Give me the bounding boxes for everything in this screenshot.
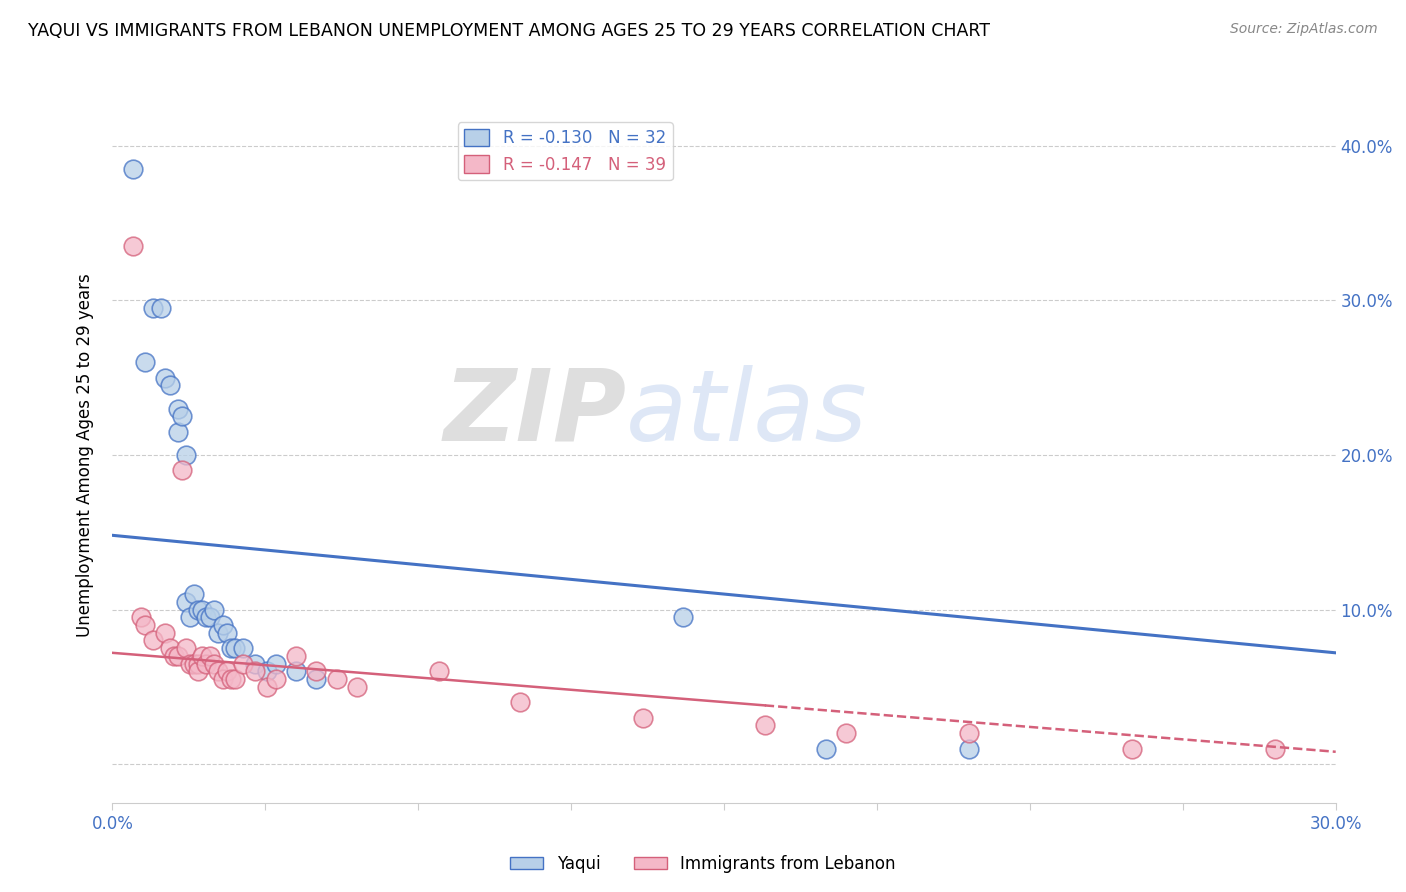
Point: [159, 378, 181, 392]
Point: [215, 625, 238, 640]
Point: [142, 301, 165, 315]
Point: [207, 665, 229, 679]
Point: [183, 587, 205, 601]
Point: [179, 610, 201, 624]
Point: [204, 602, 226, 616]
Point: [134, 618, 156, 632]
Point: [211, 672, 233, 686]
Point: [326, 672, 349, 686]
Point: [754, 718, 776, 732]
Point: [187, 665, 209, 679]
Point: [211, 618, 233, 632]
Point: [163, 648, 186, 663]
Point: [672, 610, 695, 624]
Legend: Yaqui, Immigrants from Lebanon: Yaqui, Immigrants from Lebanon: [503, 848, 903, 880]
Point: [159, 641, 181, 656]
Point: [256, 680, 278, 694]
Text: Source: ZipAtlas.com: Source: ZipAtlas.com: [1230, 22, 1378, 37]
Point: [166, 425, 188, 439]
Point: [219, 672, 242, 686]
Point: [179, 657, 201, 671]
Point: [1264, 741, 1286, 756]
Point: [195, 610, 218, 624]
Point: [346, 680, 368, 694]
Point: [957, 741, 980, 756]
Point: [232, 641, 254, 656]
Legend: R = -0.130   N = 32, R = -0.147   N = 39: R = -0.130 N = 32, R = -0.147 N = 39: [457, 122, 672, 180]
Point: [224, 672, 246, 686]
Point: [187, 657, 209, 671]
Point: [142, 633, 165, 648]
Point: [134, 355, 156, 369]
Point: [150, 301, 173, 315]
Point: [174, 641, 197, 656]
Point: [957, 726, 980, 740]
Point: [191, 648, 214, 663]
Point: [122, 161, 145, 176]
Point: [427, 665, 450, 679]
Point: [183, 657, 205, 671]
Point: [170, 463, 193, 477]
Y-axis label: Unemployment Among Ages 25 to 29 years: Unemployment Among Ages 25 to 29 years: [76, 273, 94, 637]
Text: YAQUI VS IMMIGRANTS FROM LEBANON UNEMPLOYMENT AMONG AGES 25 TO 29 YEARS CORRELAT: YAQUI VS IMMIGRANTS FROM LEBANON UNEMPLO…: [28, 22, 990, 40]
Point: [195, 657, 218, 671]
Point: [166, 401, 188, 416]
Point: [1121, 741, 1143, 756]
Point: [191, 602, 214, 616]
Point: [122, 239, 145, 253]
Point: [215, 665, 238, 679]
Point: [305, 665, 328, 679]
Point: [245, 657, 267, 671]
Point: [509, 695, 531, 709]
Point: [264, 672, 287, 686]
Point: [219, 641, 242, 656]
Point: [155, 625, 177, 640]
Point: [256, 665, 278, 679]
Point: [284, 648, 308, 663]
Point: [232, 657, 254, 671]
Point: [174, 595, 197, 609]
Point: [129, 610, 152, 624]
Point: [835, 726, 858, 740]
Point: [305, 672, 328, 686]
Point: [284, 665, 308, 679]
Point: [815, 741, 838, 756]
Point: [174, 448, 197, 462]
Point: [204, 657, 226, 671]
Point: [200, 610, 222, 624]
Point: [170, 409, 193, 424]
Text: ZIP: ZIP: [443, 365, 626, 462]
Point: [155, 370, 177, 384]
Point: [166, 648, 188, 663]
Point: [245, 665, 267, 679]
Point: [200, 648, 222, 663]
Point: [187, 602, 209, 616]
Point: [224, 641, 246, 656]
Text: atlas: atlas: [626, 365, 868, 462]
Point: [631, 711, 654, 725]
Point: [207, 625, 229, 640]
Point: [264, 657, 287, 671]
